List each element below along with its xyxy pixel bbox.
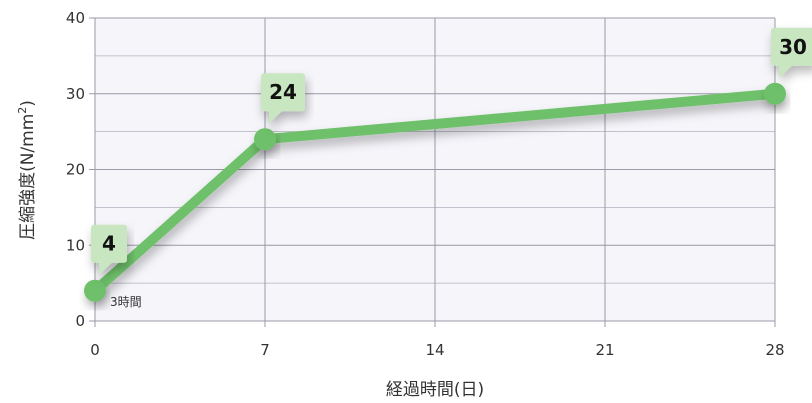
x-axis-ticks: 0 7 14 21 28 xyxy=(90,341,784,359)
value-callout xyxy=(771,27,812,78)
grid-lines xyxy=(89,17,776,327)
callout-pointer xyxy=(779,64,793,78)
time-note: 3時間 xyxy=(110,295,142,309)
callout-pointer xyxy=(269,110,283,124)
callout-layer: 4 24 30 xyxy=(91,27,812,275)
callout-value: 30 xyxy=(779,35,807,59)
series-layer xyxy=(84,82,786,302)
y-tick-label: 0 xyxy=(75,312,85,330)
callout-value: 24 xyxy=(269,80,297,104)
value-callout xyxy=(261,73,305,124)
y-tick-label: 40 xyxy=(66,9,85,27)
x-tick-label: 0 xyxy=(90,341,100,359)
data-point xyxy=(764,82,786,105)
x-axis-title: 経過時間(日) xyxy=(386,380,484,400)
y-tick-label: 30 xyxy=(66,85,85,103)
y-axis-title-superscript: 2 xyxy=(16,107,29,114)
value-callout xyxy=(91,224,127,275)
y-tick-label: 10 xyxy=(66,236,85,254)
x-tick-label: 28 xyxy=(765,341,784,359)
y-axis-title: 圧縮強度(N/mm2) xyxy=(16,100,38,240)
callout-value: 4 xyxy=(102,232,116,256)
y-tick-label: 20 xyxy=(66,161,85,179)
data-point xyxy=(84,279,106,302)
callout-box xyxy=(91,224,127,263)
y-axis-title-close: ) xyxy=(18,100,38,107)
x-tick-label: 7 xyxy=(260,341,270,359)
data-point xyxy=(254,128,276,151)
callout-box xyxy=(771,27,812,66)
callout-box xyxy=(261,73,305,112)
callout-pointer xyxy=(99,261,113,275)
y-axis-ticks: 0 10 20 30 40 xyxy=(66,9,85,330)
y-axis-title-main: 圧縮強度(N/mm xyxy=(18,114,38,240)
x-tick-label: 21 xyxy=(595,341,614,359)
x-tick-label: 14 xyxy=(425,341,444,359)
